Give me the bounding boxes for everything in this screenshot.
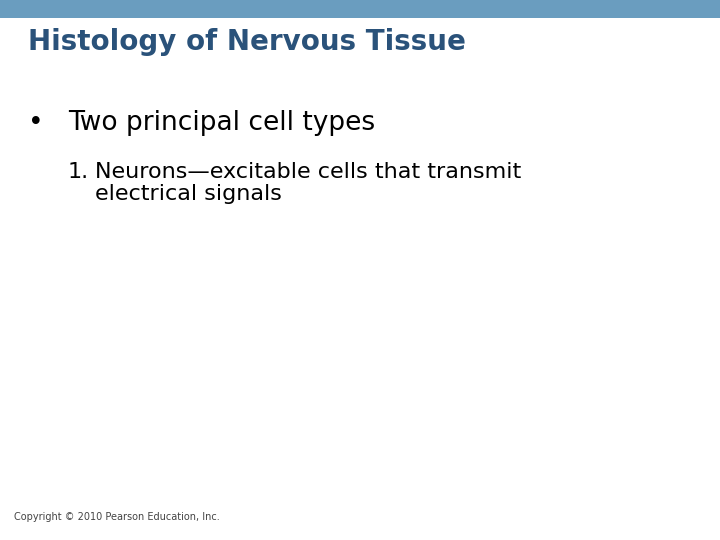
Text: Two principal cell types: Two principal cell types [68, 110, 375, 136]
Text: Histology of Nervous Tissue: Histology of Nervous Tissue [28, 28, 466, 56]
Text: electrical signals: electrical signals [95, 184, 282, 204]
Text: •: • [28, 110, 44, 136]
Bar [0, 0, 720, 18]
Text: Neurons—excitable cells that transmit: Neurons—excitable cells that transmit [95, 162, 521, 182]
Text: 1.: 1. [68, 162, 89, 182]
Text: Copyright © 2010 Pearson Education, Inc.: Copyright © 2010 Pearson Education, Inc. [14, 512, 220, 522]
